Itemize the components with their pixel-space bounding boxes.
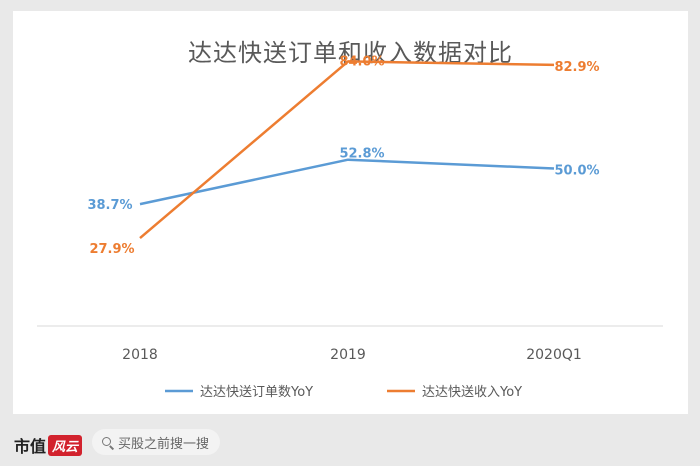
data-label: 27.9% — [89, 242, 134, 257]
brand-badge: 风云 — [48, 434, 83, 456]
x-tick-label: 2019 — [330, 347, 366, 363]
data-label: 84.0% — [339, 54, 384, 69]
x-tick-label: 2020Q1 — [526, 347, 582, 363]
x-tick-label: 2018 — [122, 347, 158, 363]
search-box[interactable]: 买股之前搜一搜 — [92, 429, 220, 455]
series-line — [139, 60, 555, 240]
footer-bar: 市值 风云 买股之前搜一搜 — [0, 414, 700, 466]
chart-card: 达达快送订单和收入数据对比 2018 2019 2020Q1 38.7% 52.8% 50… — [13, 11, 688, 414]
data-label: 52.8% — [339, 147, 384, 162]
brand-logo[interactable]: 市值 风云 — [14, 433, 83, 457]
search-placeholder: 买股之前搜一搜 — [118, 436, 210, 452]
search-icon — [102, 436, 113, 448]
line-chart: 2018 2019 2020Q1 38.7% 52.8% 50.0% 27.9% 84.0% 8… — [37, 54, 663, 400]
series-line — [139, 158, 555, 206]
brand-text: 市值 — [14, 437, 47, 456]
data-label: 82.9% — [554, 60, 599, 75]
data-label: 50.0% — [554, 164, 599, 179]
legend-label: 达达快送收入YoY — [422, 385, 522, 400]
data-label: 38.7% — [87, 198, 132, 213]
legend-label: 达达快送订单数YoY — [200, 385, 313, 400]
